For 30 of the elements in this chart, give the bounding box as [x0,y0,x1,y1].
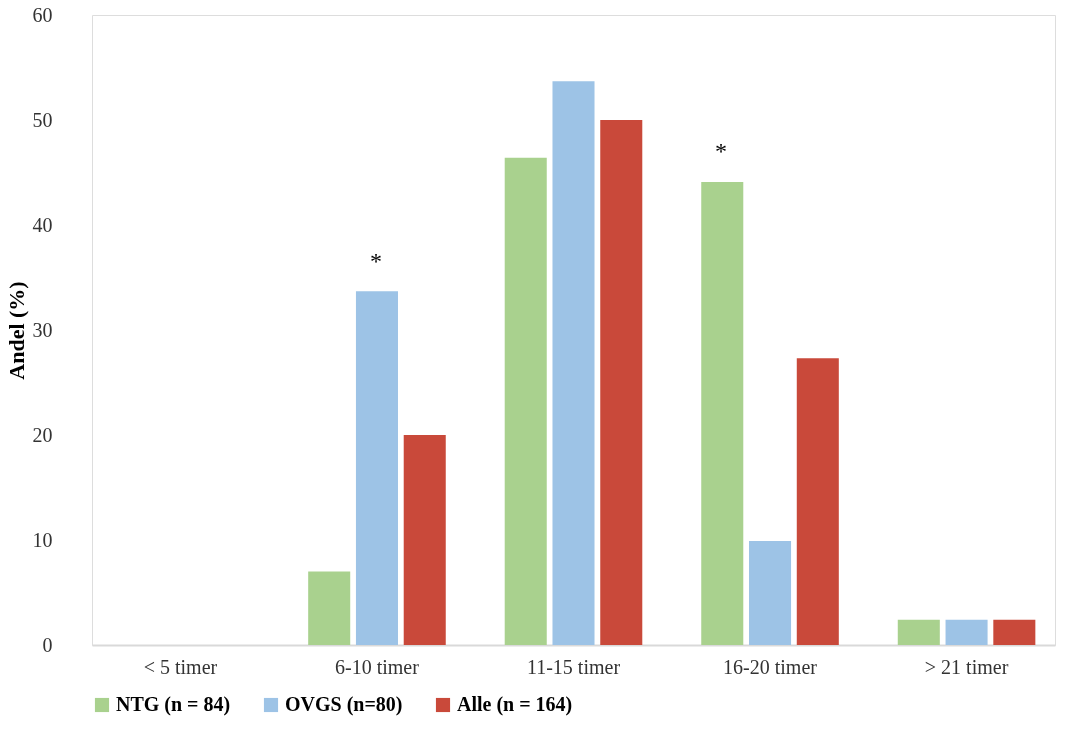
bar [552,81,595,645]
x-tick-label: 16-20 timer [723,655,818,678]
legend-label: OVGS (n=80) [285,693,403,716]
y-tick-label: 0 [42,633,53,656]
x-tick-label: < 5 timer [143,655,218,678]
bar [749,541,792,645]
bar [355,291,398,645]
legend-label: Alle (n = 164) [457,693,573,716]
bar [600,120,643,645]
bar [504,157,547,645]
annotation: * [715,138,727,164]
y-tick-label: 40 [32,213,53,236]
y-tick-label: 60 [32,3,53,26]
bar [897,619,940,645]
bar [796,358,839,645]
legend-label: NTG (n = 84) [116,693,231,716]
x-tick-label: 6-10 timer [335,655,420,678]
bar [308,571,351,645]
bar [945,619,988,645]
bar [701,181,744,645]
x-tick-label: 11-15 timer [526,655,621,678]
x-tick-label: > 21 timer [924,655,1009,678]
annotation: * [370,248,382,274]
bar [993,619,1036,645]
y-tick-label: 10 [32,528,53,551]
y-tick-label: 20 [32,423,53,446]
bar [403,435,446,645]
y-tick-label: 50 [32,108,53,131]
y-axis-title: Andel (%) [3,281,29,380]
y-tick-label: 30 [32,318,53,341]
